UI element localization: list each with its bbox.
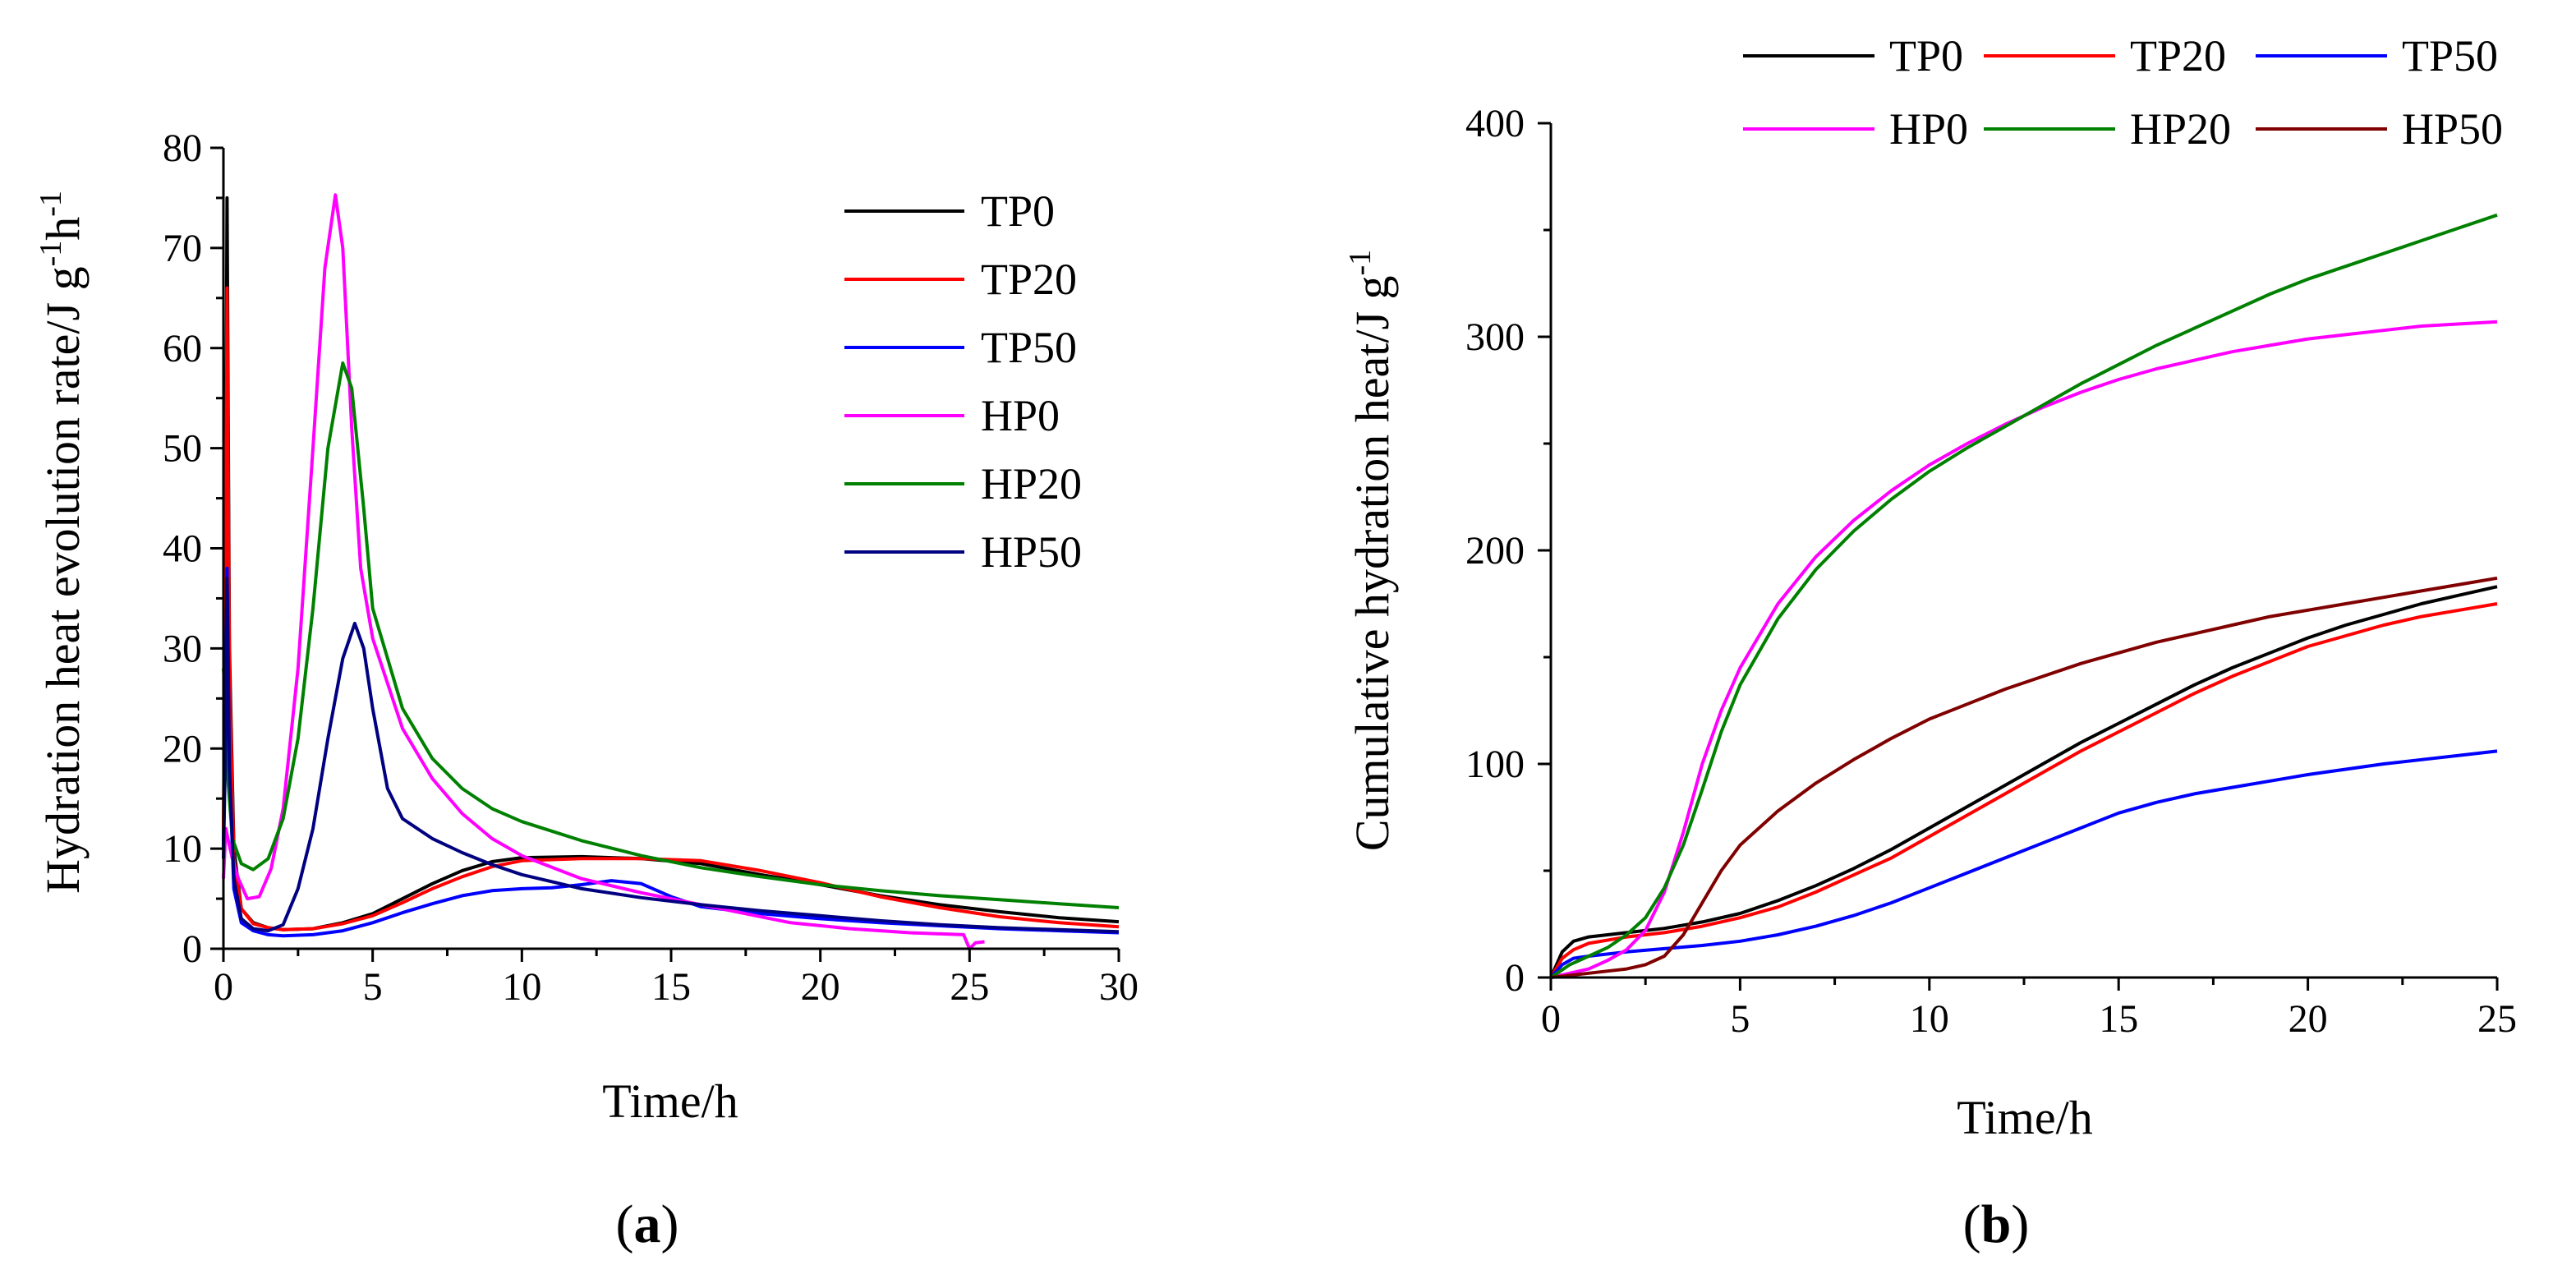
panel-a-legend-label-hp0: HP0 xyxy=(981,391,1060,440)
panel-a-x-tick-label: 30 xyxy=(1099,965,1138,1009)
panel-b-x-tick-label: 20 xyxy=(2288,997,2328,1041)
panel-b-y-axis-title-sup1: -1 xyxy=(1343,250,1378,276)
panel-a-label: (a) xyxy=(616,1194,679,1254)
panel-b-series xyxy=(1549,213,2498,979)
panel-a-series xyxy=(222,193,1120,950)
panel-a-y-axis-title-sup2: -1 xyxy=(34,191,68,217)
panel-b-legend-label-hp50: HP50 xyxy=(2402,104,2503,154)
panel-a-legend-label-tp50: TP50 xyxy=(981,323,1077,372)
panel-b: 0 5 10 15 20 25 0 100 200 300 400 TP0 TP20 TP50 HP0 HP… xyxy=(1343,31,2517,1254)
panel-a-legend-label-hp50: HP50 xyxy=(981,527,1082,577)
panel-b-series-line-tp50 xyxy=(1549,749,2498,979)
panel-b-legend-label-hp20: HP20 xyxy=(2130,104,2231,154)
panel-a-series-line-hp20 xyxy=(222,361,1120,909)
panel-a-y-tick-label: 60 xyxy=(163,327,202,370)
panel-a-x-axis-title: Time/h xyxy=(602,1074,738,1128)
panel-b-y-tick-label: 100 xyxy=(1465,743,1525,786)
panel-a-y-tick-label: 20 xyxy=(163,727,202,770)
panel-a-legend-label-tp0: TP0 xyxy=(981,186,1055,236)
panel-b-x-tick-label: 5 xyxy=(1730,997,1750,1041)
panel-b-y-tick-label: 400 xyxy=(1465,102,1525,145)
panel-a-y-tick-label: 50 xyxy=(163,427,202,471)
panel-a-axes: 0 5 10 15 20 25 30 0 10 20 30 40 50 60 70 80 xyxy=(163,126,1138,1009)
panel-b-series-line-hp0 xyxy=(1550,320,2498,979)
panel-b-series-line-hp50 xyxy=(1550,576,2498,979)
panel-b-y-axis-title-main: Cumulative hydration heat/J g xyxy=(1346,275,1399,851)
panel-a: 0 5 10 15 20 25 30 0 10 20 30 40 50 60 70 80 TP0 TP20 TP5… xyxy=(34,126,1138,1254)
panel-a-legend-label-hp20: HP20 xyxy=(981,459,1082,508)
panel-b-letter: b xyxy=(1981,1194,2012,1254)
panel-a-series-line-hp0 xyxy=(222,193,985,950)
panel-b-legend-label-tp20: TP20 xyxy=(2130,31,2226,80)
panel-b-x-tick-label: 25 xyxy=(2477,997,2517,1041)
panel-b-x-tick-label: 0 xyxy=(1541,997,1561,1041)
panel-b-label: (b) xyxy=(1963,1194,2030,1254)
panel-b-y-axis-title: Cumulative hydration heat/J g-1 xyxy=(1343,250,1399,851)
panel-b-legend-label-hp0: HP0 xyxy=(1889,104,1968,154)
panel-a-y-tick-label: 40 xyxy=(163,527,202,571)
panel-a-series-line-hp50 xyxy=(222,577,1120,934)
panel-b-axes: 0 5 10 15 20 25 0 100 200 300 400 xyxy=(1465,102,2517,1041)
panel-b-y-tick-label: 200 xyxy=(1465,529,1525,573)
panel-b-x-axis-title: Time/h xyxy=(1957,1091,2092,1144)
panel-a-series-line-tp50 xyxy=(222,566,1120,938)
panel-a-legend-label-tp20: TP20 xyxy=(981,255,1077,304)
panel-a-x-tick-label: 10 xyxy=(502,965,541,1009)
panel-a-x-tick-label: 5 xyxy=(363,965,383,1009)
panel-a-y-tick-label: 0 xyxy=(182,927,202,971)
panel-a-y-axis-title: Hydration heat evolution rate/J g-1h-1 xyxy=(34,191,90,894)
panel-a-x-tick-label: 20 xyxy=(801,965,840,1009)
panel-b-y-tick-label: 0 xyxy=(1505,956,1525,1000)
panel-a-y-tick-label: 30 xyxy=(163,627,202,670)
panel-b-legend: TP0 TP20 TP50 HP0 HP20 HP50 xyxy=(1743,31,2503,154)
panel-a-x-tick-label: 25 xyxy=(950,965,989,1009)
panel-a-x-tick-label: 15 xyxy=(651,965,691,1009)
panel-b-legend-label-tp50: TP50 xyxy=(2402,31,2498,80)
panel-b-series-line-hp20 xyxy=(1549,213,2498,979)
panel-a-y-tick-label: 10 xyxy=(163,827,202,871)
panel-a-x-tick-label: 0 xyxy=(214,965,233,1009)
panel-b-series-line-tp20 xyxy=(1549,602,2498,979)
panel-b-x-tick-label: 10 xyxy=(1910,997,1949,1041)
panel-a-y-tick-label: 80 xyxy=(163,126,202,170)
panel-a-series-line-tp20 xyxy=(222,286,1120,932)
panel-b-x-tick-label: 15 xyxy=(2099,997,2138,1041)
panel-a-letter: a xyxy=(634,1194,661,1254)
panel-b-legend-label-tp0: TP0 xyxy=(1889,31,1963,80)
panel-b-y-tick-label: 300 xyxy=(1465,315,1525,359)
panel-a-y-axis-title-main: Hydration heat evolution rate/J g xyxy=(36,266,90,893)
panel-a-legend: TP0 TP20 TP50 HP0 HP20 HP50 xyxy=(844,186,1082,577)
panel-a-y-axis-title-sup1: -1 xyxy=(34,241,68,267)
panel-a-y-tick-label: 70 xyxy=(163,227,202,270)
panel-a-y-axis-title-mid: h xyxy=(36,217,90,241)
